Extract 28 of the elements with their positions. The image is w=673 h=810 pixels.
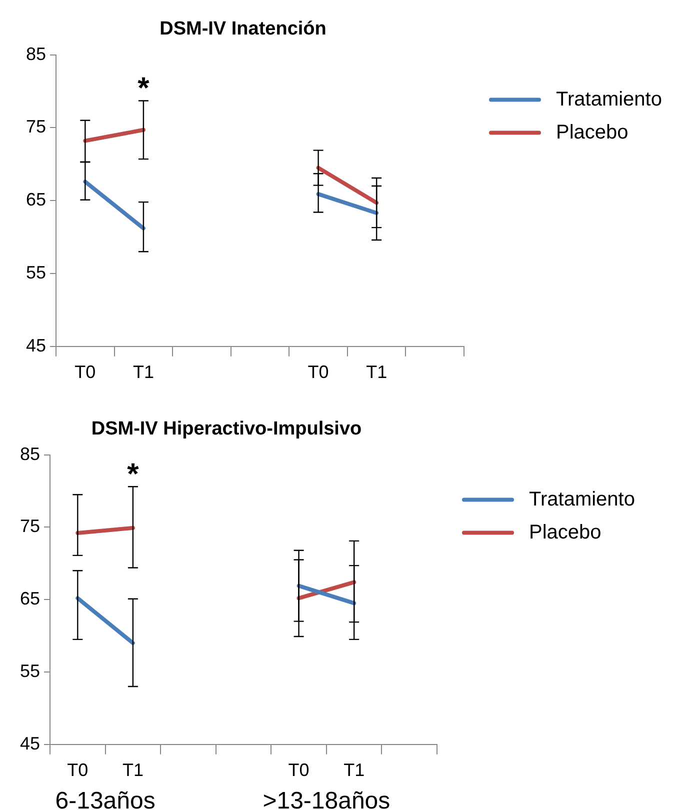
x-tick-label: T1 bbox=[122, 760, 144, 780]
legend-label: Tratamiento bbox=[529, 488, 635, 510]
y-tick-label: 55 bbox=[20, 660, 40, 681]
legend-label: Placebo bbox=[556, 121, 628, 144]
y-tick-label: 45 bbox=[20, 733, 40, 754]
y-tick-label: 85 bbox=[20, 444, 40, 464]
x-tick-label: T0 bbox=[67, 760, 88, 780]
text: 6-13años bbox=[55, 788, 156, 810]
y-tick-label: 75 bbox=[26, 116, 46, 137]
chart-title: DSM-IV Inatención bbox=[160, 18, 326, 40]
x-tick-label: T1 bbox=[132, 362, 154, 382]
y-tick-label: 65 bbox=[26, 190, 46, 210]
legend-label: Placebo bbox=[529, 521, 602, 544]
annotation: * bbox=[138, 72, 150, 105]
y-tick-label: 75 bbox=[20, 516, 40, 536]
x-tick-label: T1 bbox=[344, 760, 365, 780]
x-tick-label: T0 bbox=[308, 362, 329, 382]
x-tick-label: T0 bbox=[74, 362, 96, 382]
x-tick-label: T0 bbox=[288, 760, 310, 780]
y-tick-label: 55 bbox=[26, 262, 46, 282]
annotation: * bbox=[127, 458, 140, 491]
chart-title: DSM-IV Hiperactivo-Impulsivo bbox=[91, 418, 362, 440]
x-tick-label: T1 bbox=[366, 362, 388, 382]
legend-label: Tratamiento bbox=[556, 88, 662, 110]
y-tick-label: 85 bbox=[26, 44, 46, 64]
y-tick-label: 45 bbox=[26, 335, 46, 356]
text: >13-18años bbox=[262, 788, 390, 810]
y-tick-label: 65 bbox=[20, 588, 40, 609]
